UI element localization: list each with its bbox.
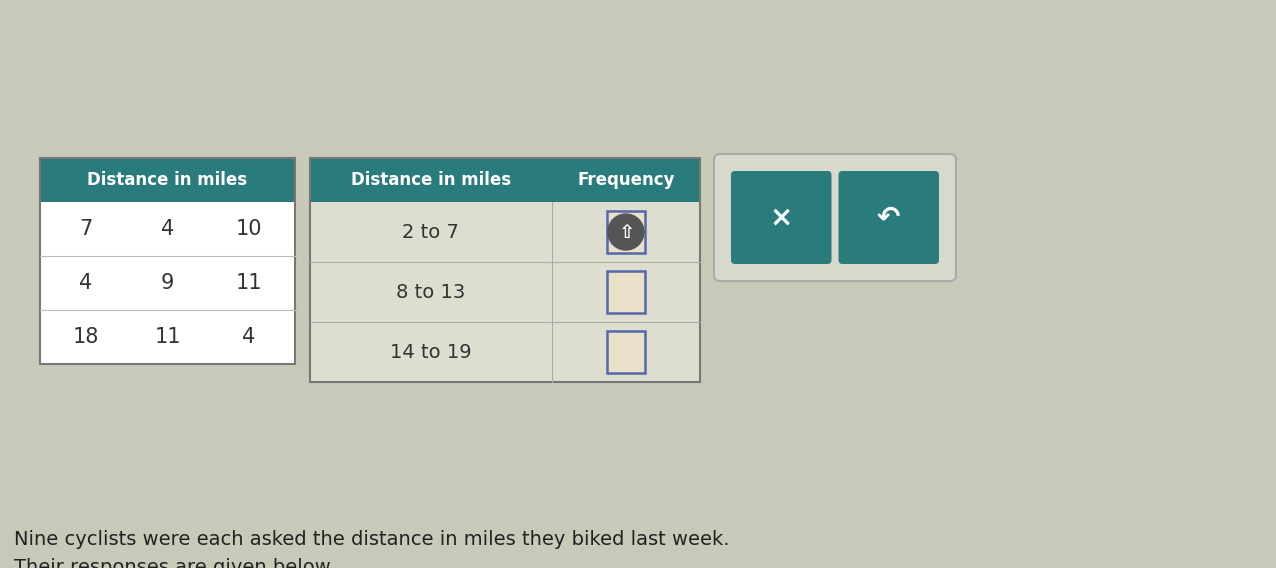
Text: Nine cyclists were each asked the distance in miles they biked last week.: Nine cyclists were each asked the distan… <box>14 530 730 549</box>
Text: 9: 9 <box>161 273 175 293</box>
FancyBboxPatch shape <box>838 171 939 264</box>
FancyBboxPatch shape <box>715 154 956 281</box>
Text: ↶: ↶ <box>877 203 901 232</box>
Bar <box>310 202 701 382</box>
Text: Frequency: Frequency <box>577 171 675 189</box>
Bar <box>40 158 295 202</box>
Text: 4: 4 <box>79 273 93 293</box>
Text: 11: 11 <box>236 273 263 293</box>
Text: 4: 4 <box>161 219 174 239</box>
Text: ×: × <box>769 203 792 232</box>
Bar <box>607 271 644 313</box>
Text: ⇧: ⇧ <box>618 223 634 241</box>
Bar <box>40 158 295 364</box>
Text: 10: 10 <box>236 219 263 239</box>
Text: Their responses are given below.: Their responses are given below. <box>14 558 336 568</box>
Text: 11: 11 <box>154 327 181 347</box>
Bar <box>607 331 644 373</box>
Bar <box>40 202 295 364</box>
Text: 18: 18 <box>73 327 100 347</box>
Text: Distance in miles: Distance in miles <box>351 171 510 189</box>
Text: 14 to 19: 14 to 19 <box>390 343 472 361</box>
FancyBboxPatch shape <box>731 171 832 264</box>
Text: 2 to 7: 2 to 7 <box>402 223 459 241</box>
Text: 8 to 13: 8 to 13 <box>397 282 466 302</box>
Bar <box>310 158 701 202</box>
Text: Distance in miles: Distance in miles <box>88 171 248 189</box>
Circle shape <box>607 214 644 250</box>
Text: 4: 4 <box>242 327 255 347</box>
Bar <box>310 158 701 382</box>
Text: 7: 7 <box>79 219 93 239</box>
Bar <box>607 211 644 253</box>
